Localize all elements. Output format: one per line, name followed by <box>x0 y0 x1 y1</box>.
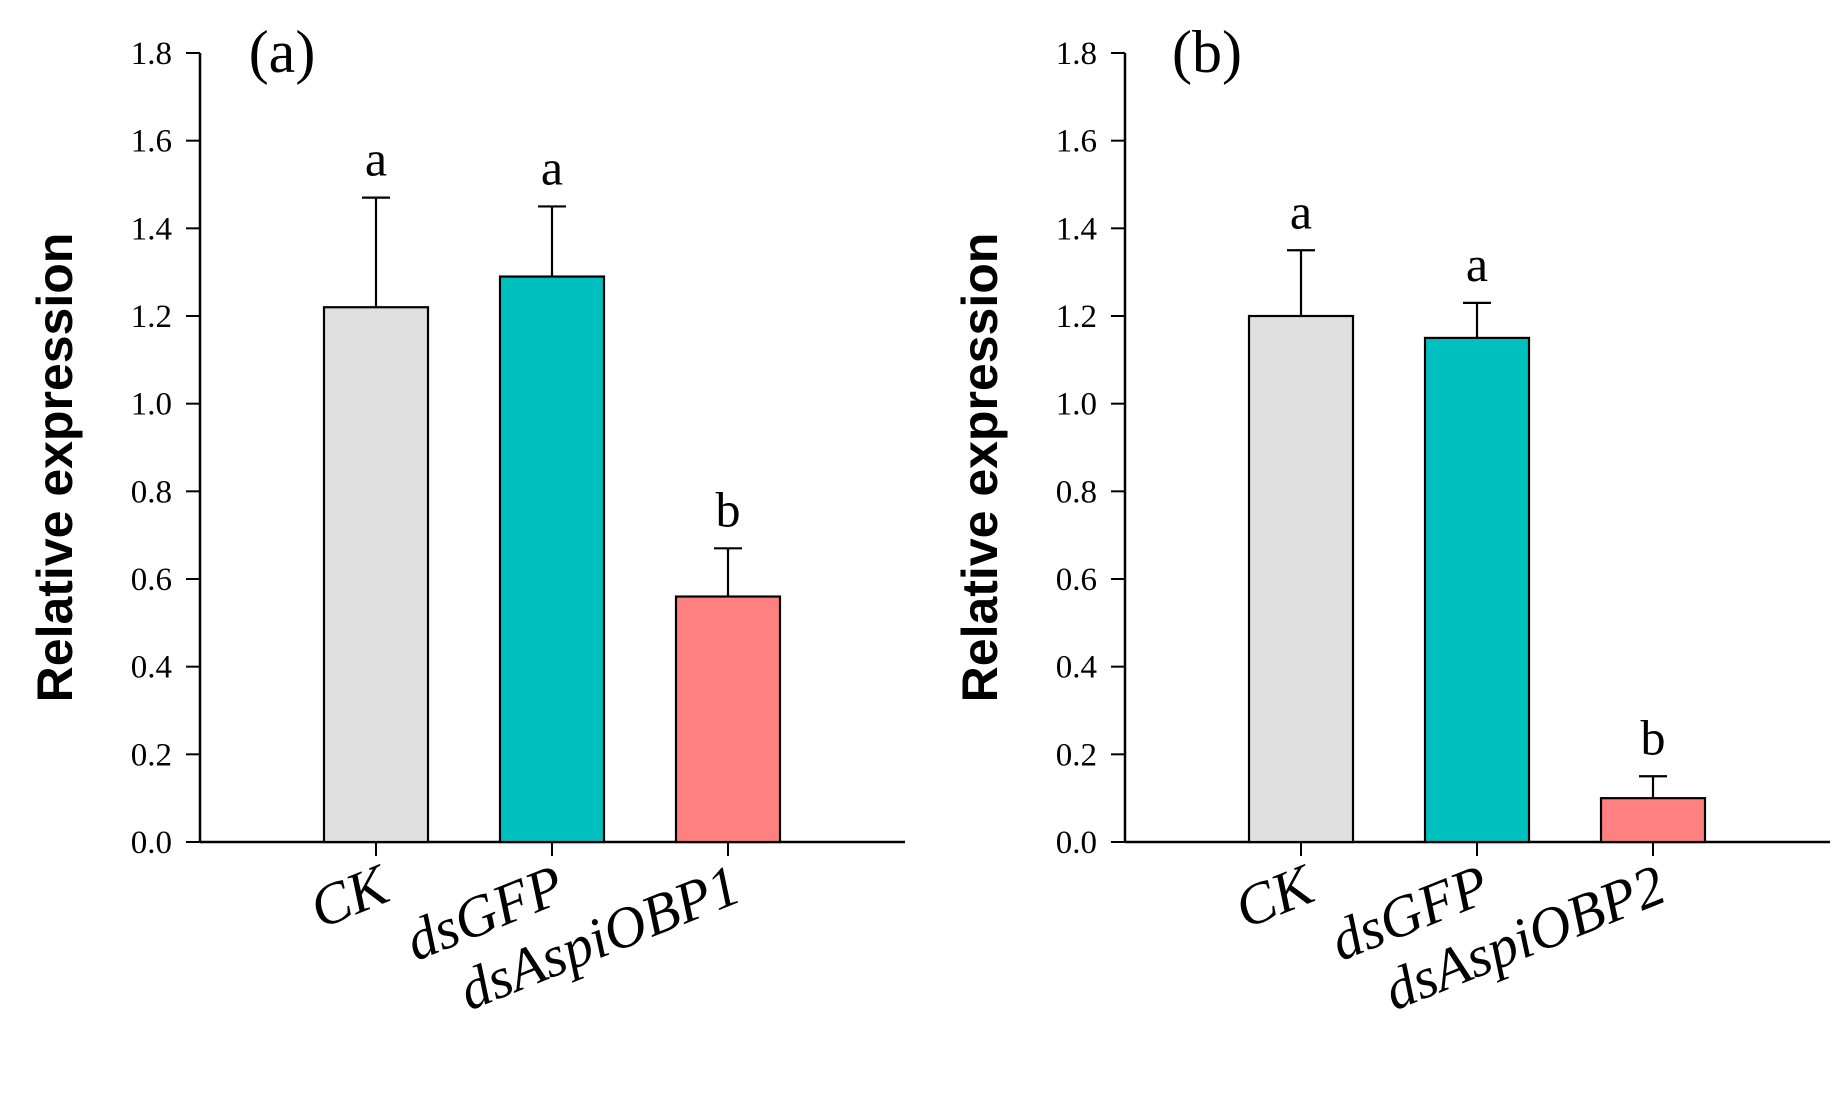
y-tick-label: 1.6 <box>131 124 172 160</box>
y-tick-label: 0.8 <box>131 474 172 510</box>
y-tick-label: 1.0 <box>131 387 172 423</box>
panel-label: (a) <box>249 19 316 85</box>
panel-label: (b) <box>1172 19 1242 85</box>
y-tick-label: 0.6 <box>1056 562 1097 598</box>
significance-label: b <box>1641 709 1666 765</box>
chart-panel-2: 0.0 0.2 0.4 0.6 0.8 1.0 1.2 1.4 1.6 1.8 Relative e… <box>952 19 1830 1023</box>
y-tick-label: 1.2 <box>1056 299 1097 335</box>
significance-label: b <box>716 481 741 537</box>
bar-dsGFP <box>498 275 606 844</box>
significance-label: a <box>541 139 563 195</box>
y-tick-label: 1.4 <box>1056 211 1097 247</box>
bar-dsAspiOBP1 <box>674 595 782 844</box>
y-tick-label: 1.0 <box>1056 387 1097 423</box>
y-tick-label: 0.0 <box>1056 825 1097 861</box>
y-tick-label: 1.8 <box>1056 36 1097 72</box>
y-axis-title: Relative expression <box>952 233 1008 703</box>
bar-dsGFP <box>1423 336 1531 844</box>
bar-dsAspiOBP2 <box>1599 797 1707 844</box>
chart-panel-1: 0.0 0.2 0.4 0.6 0.8 1.0 1.2 1.4 1.6 1.8 Relative e… <box>27 19 905 1023</box>
y-tick-label: 1.6 <box>1056 124 1097 160</box>
y-tick-label: 1.8 <box>131 36 172 72</box>
significance-label: a <box>365 131 387 187</box>
significance-label: a <box>1466 236 1488 292</box>
y-axis-title: Relative expression <box>27 233 83 703</box>
category-label: CK <box>301 851 400 941</box>
significance-label: a <box>1290 183 1312 239</box>
y-tick-label: 0.2 <box>131 737 172 773</box>
bar-CK <box>322 306 430 844</box>
y-tick-label: 0.6 <box>131 562 172 598</box>
y-tick-label: 1.2 <box>131 299 172 335</box>
y-tick-label: 0.0 <box>131 825 172 861</box>
y-tick-label: 0.4 <box>1056 650 1097 686</box>
y-tick-label: 0.8 <box>1056 474 1097 510</box>
y-tick-label: 1.4 <box>131 211 172 247</box>
bar-CK <box>1247 314 1355 844</box>
category-label: CK <box>1226 851 1325 941</box>
y-tick-label: 0.4 <box>131 650 172 686</box>
y-tick-label: 0.2 <box>1056 737 1097 773</box>
